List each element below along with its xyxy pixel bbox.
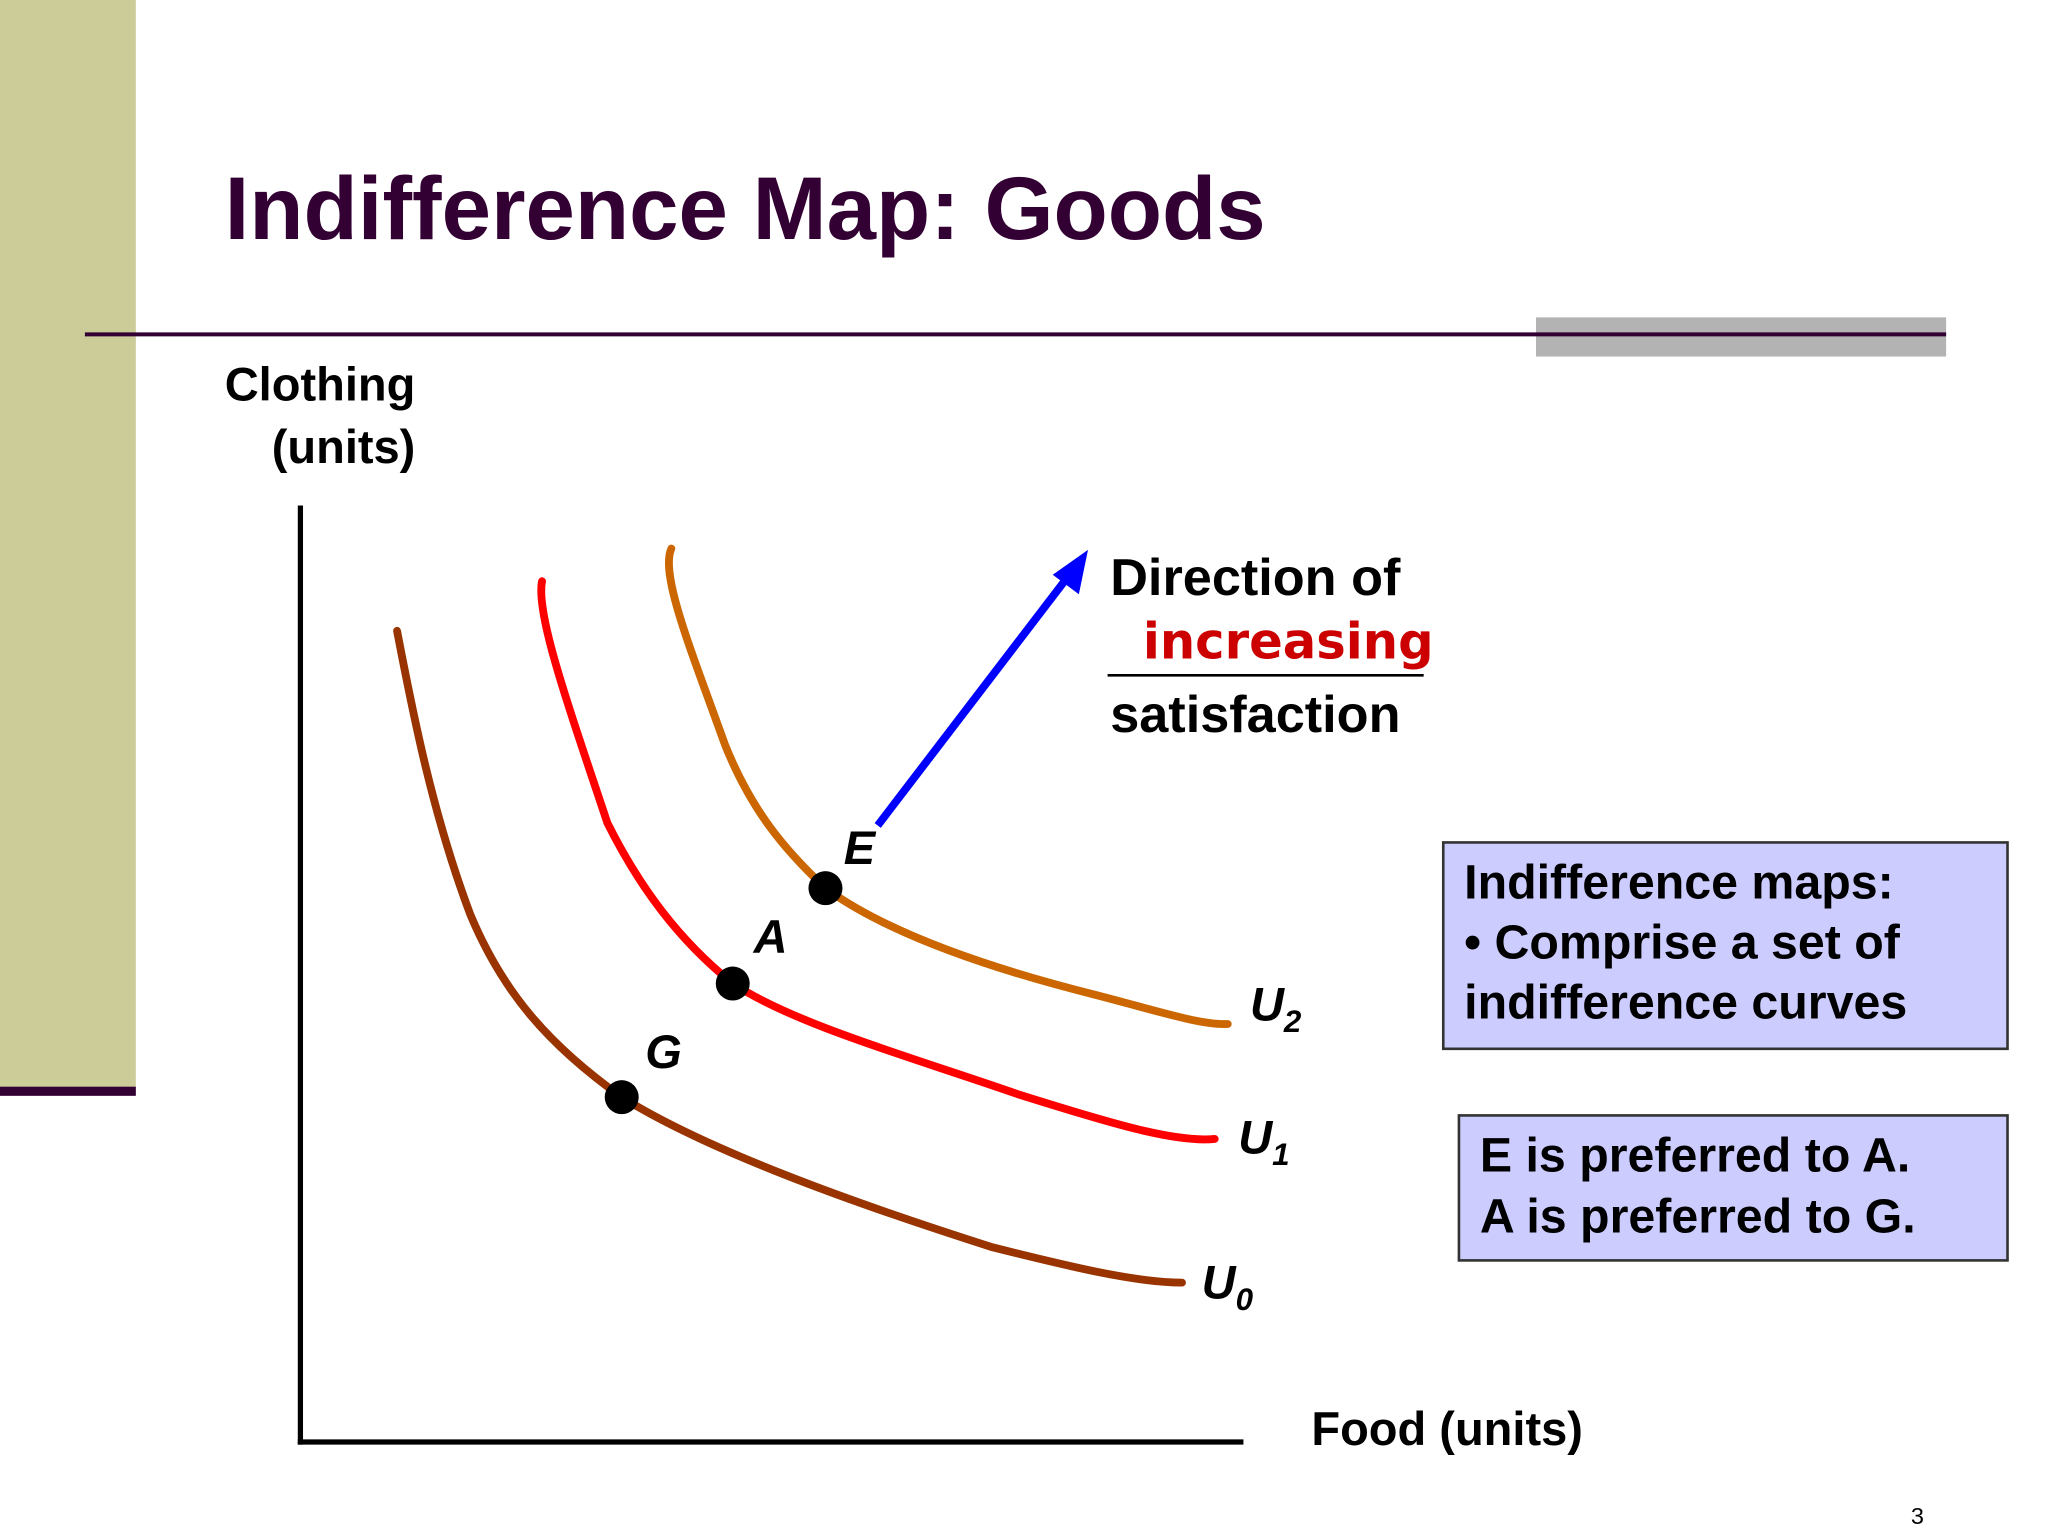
- annotation: Direction of: [1110, 549, 1401, 607]
- box-text: • Comprise a set of: [1464, 915, 1901, 969]
- x-axis-label: Food (units): [1311, 1402, 1583, 1455]
- box-text: Indifference maps:: [1464, 855, 1894, 909]
- info-box: [1457, 1114, 2009, 1262]
- page-number: 3: [1911, 1503, 1924, 1529]
- side-bar-base: [0, 1086, 136, 1096]
- info-box: [1441, 841, 2009, 1051]
- curve-u0: [393, 626, 1186, 1287]
- curve-subscript: 0: [1236, 1282, 1254, 1317]
- curve-letter: U: [1202, 1256, 1237, 1309]
- annotation: satisfaction: [1110, 686, 1400, 744]
- box-text: E is preferred to A.: [1480, 1128, 1910, 1182]
- annotation-highlight: increasing: [1143, 613, 1434, 671]
- point-label: G: [645, 1025, 682, 1078]
- curve-letter: U: [1250, 978, 1285, 1031]
- rule-accent: [1536, 317, 1947, 357]
- y-axis-label: (units): [272, 420, 416, 473]
- title: Indifference Map: Goods: [225, 159, 1266, 258]
- curve-label: U0: [1202, 1256, 1254, 1318]
- side-bar: [0, 0, 136, 1091]
- point: [604, 1080, 639, 1115]
- curve-label: U1: [1238, 1111, 1289, 1173]
- box-text: A is preferred to G.: [1480, 1190, 1916, 1244]
- curve-u1: [537, 577, 1219, 1144]
- arrow-head: [1052, 549, 1088, 595]
- box-text: indifference curves: [1464, 975, 1907, 1029]
- curve-subscript: 2: [1283, 1004, 1302, 1039]
- point-label: A: [753, 910, 788, 963]
- curve-letter: U: [1238, 1111, 1273, 1164]
- curve-label: U2: [1250, 978, 1302, 1040]
- curve-subscript: 1: [1272, 1138, 1289, 1173]
- y-axis-label: Clothing: [225, 357, 416, 410]
- point: [715, 966, 750, 1001]
- point: [808, 871, 843, 906]
- arrow-shaft: [874, 573, 1072, 828]
- point-label: E: [844, 821, 877, 874]
